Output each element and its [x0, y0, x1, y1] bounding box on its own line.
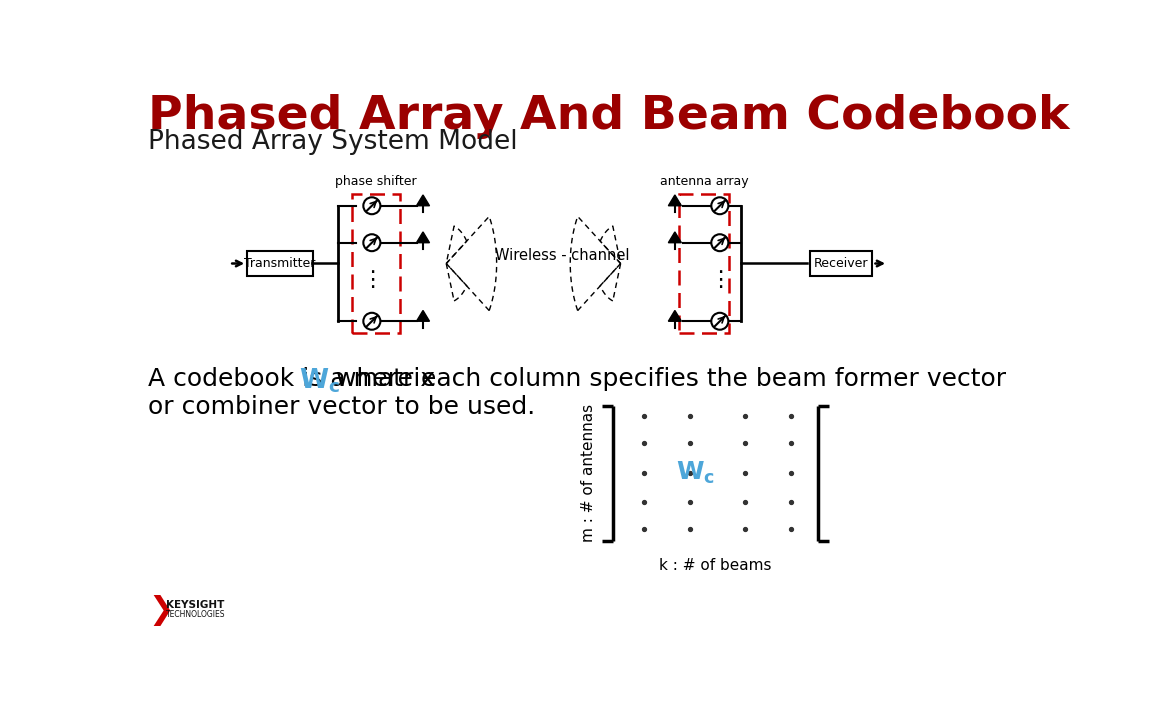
Circle shape [711, 312, 728, 330]
Circle shape [363, 197, 380, 215]
Circle shape [363, 234, 380, 251]
Text: TECHNOLOGIES: TECHNOLOGIES [166, 610, 225, 619]
Text: A codebook is a matrix: A codebook is a matrix [147, 367, 444, 392]
Text: ⋮: ⋮ [708, 271, 732, 290]
Text: KEYSIGHT: KEYSIGHT [166, 600, 225, 611]
Text: antenna array: antenna array [660, 175, 749, 188]
Polygon shape [668, 232, 681, 243]
Polygon shape [417, 195, 430, 206]
Text: phase shifter: phase shifter [335, 175, 417, 188]
Text: k : # of beams: k : # of beams [659, 557, 772, 572]
Text: Phased Array And Beam Codebook: Phased Array And Beam Codebook [147, 94, 1069, 139]
Text: ⋮: ⋮ [361, 271, 382, 290]
Text: $\mathbf{W_c}$: $\mathbf{W_c}$ [676, 460, 715, 486]
Text: where each column specifies the beam former vector: where each column specifies the beam for… [328, 367, 1007, 392]
Circle shape [711, 234, 728, 251]
FancyBboxPatch shape [811, 251, 872, 276]
Text: Phased Array System Model: Phased Array System Model [147, 129, 517, 155]
Text: Wireless - channel: Wireless - channel [495, 248, 630, 264]
Circle shape [363, 312, 380, 330]
Circle shape [711, 197, 728, 215]
Polygon shape [417, 232, 430, 243]
Text: m : # of antennas: m : # of antennas [582, 404, 597, 542]
Polygon shape [668, 195, 681, 206]
Text: $\mathbf{W_c}$: $\mathbf{W_c}$ [300, 366, 340, 395]
Text: Transmitter: Transmitter [244, 257, 316, 270]
Text: ❯: ❯ [147, 595, 173, 626]
FancyBboxPatch shape [247, 251, 312, 276]
Polygon shape [417, 310, 430, 321]
Text: Receiver: Receiver [814, 257, 869, 270]
Text: or combiner vector to be used.: or combiner vector to be used. [147, 395, 536, 419]
Polygon shape [668, 310, 681, 321]
